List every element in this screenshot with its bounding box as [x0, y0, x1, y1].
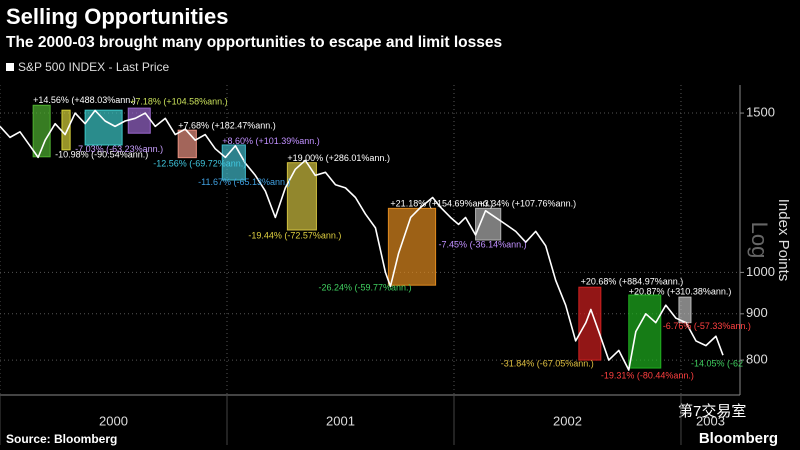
- legend: S&P 500 INDEX - Last Price: [6, 60, 170, 74]
- annotation: -11.67% (-65.13%ann.): [198, 177, 290, 187]
- annotation: -19.44% (-72.57%ann.): [248, 230, 341, 240]
- scale-label: Log: [747, 222, 772, 259]
- legend-swatch: [6, 63, 14, 71]
- annotation: +14.56% (+488.03%ann.): [33, 95, 136, 105]
- annotation: +20.87% (+310.38%ann.): [629, 287, 732, 297]
- annotation: +7.68% (+182.47%ann.): [178, 120, 276, 130]
- annotation: -7.03% (-63.23%ann.): [75, 144, 163, 154]
- trade-box: [628, 294, 662, 369]
- brand: Bloomberg: [699, 430, 778, 447]
- x-tick-label: 2001: [326, 413, 355, 428]
- annotation: +20.68% (+884.97%ann.): [581, 276, 684, 286]
- trade-box: [177, 129, 197, 159]
- chart-title: Selling Opportunities: [6, 4, 228, 29]
- trade-box: [678, 296, 692, 324]
- trade-box: [387, 207, 437, 286]
- annotation: -31.84% (-67.05%ann.): [501, 358, 594, 368]
- trade-box: [127, 107, 151, 134]
- annotation: -6.76% (-57.33%ann.): [663, 321, 751, 331]
- annotation: -10.98% (-90.54%ann.): [55, 149, 148, 159]
- annotation: +3.34% (+107.76%ann.): [479, 199, 577, 209]
- x-tick-label: 2002: [553, 413, 582, 428]
- y-tick-label: 900: [746, 305, 768, 320]
- x-tick-label: 2003: [696, 413, 725, 428]
- watermark: 第7交易室: [678, 402, 746, 420]
- annotation: -7.45% (-36.14%ann.): [439, 239, 527, 249]
- price-line: [0, 109, 724, 371]
- chart-subtitle: The 2000-03 brought many opportunities t…: [6, 34, 502, 51]
- x-tick-label: 2000: [99, 413, 128, 428]
- trade-box: [475, 207, 502, 241]
- y-tick-label: 800: [746, 352, 768, 367]
- annotation: -14.05% (-62: [691, 358, 743, 368]
- y-tick-label: 1500: [746, 104, 775, 119]
- annotation: +8.60% (+101.39%ann.): [222, 136, 320, 146]
- annotation: +19.00% (+286.01%ann.): [287, 153, 390, 163]
- trade-box: [578, 286, 602, 361]
- plot-area: +14.56% (+488.03%ann.) -10.98% (-90.54%an…: [0, 85, 751, 395]
- source: Source: Bloomberg: [6, 432, 117, 446]
- annotation: -26.24% (-59.77%ann.): [318, 282, 411, 292]
- annotation: +21.18% (+154.69%ann.): [390, 199, 493, 209]
- annotation: -12.56% (-69.72%ann.): [153, 158, 246, 168]
- annotation: +7.18% (+104.58%ann.): [130, 97, 228, 107]
- y-tick-label: 1000: [746, 264, 775, 279]
- y-axis-title: Index Points: [775, 199, 792, 282]
- trade-box: [286, 162, 317, 231]
- legend-label: S&P 500 INDEX - Last Price: [18, 60, 170, 74]
- annotation: -19.31% (-80.44%ann.): [601, 371, 694, 381]
- trade-box: [61, 109, 71, 151]
